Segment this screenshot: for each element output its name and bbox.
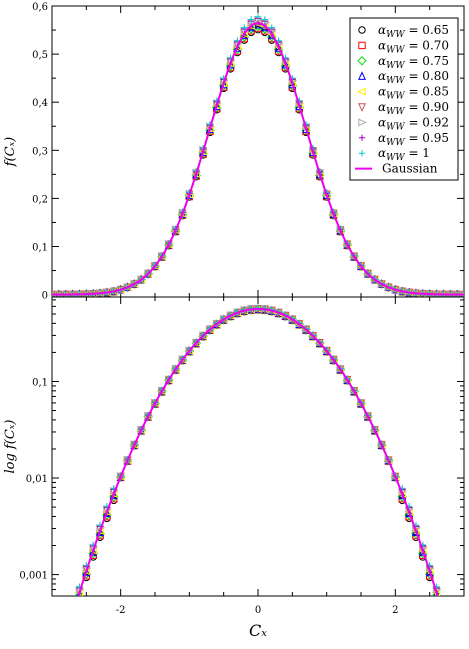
series-point [254, 13, 262, 20]
legend-label: αWW = 0.85 [378, 85, 449, 102]
top-y-tick-label: 0,4 [32, 98, 48, 109]
series-point [261, 16, 269, 23]
legend-label: αWW = 0.80 [378, 69, 449, 86]
series-point [81, 569, 92, 579]
legend-label: αWW = 1 [378, 146, 430, 163]
legend-marker [358, 71, 366, 80]
x-tick-label: 0 [255, 605, 261, 616]
series-point [418, 548, 428, 559]
series-point [254, 26, 262, 34]
top-y-axis-label: f(Cₓ) [3, 137, 18, 168]
series-point [268, 24, 275, 31]
series-point [247, 28, 255, 37]
legend-marker [358, 103, 366, 112]
legend-marker [358, 118, 367, 127]
legend-label: αWW = 0.95 [378, 131, 449, 148]
legend-label: αWW = 0.90 [378, 100, 449, 117]
series-point [261, 28, 269, 37]
gaussian-curve-top [52, 22, 464, 296]
series-point [239, 32, 249, 42]
legend-marker [358, 134, 366, 141]
legend-label: αWW = 0.65 [378, 23, 449, 40]
bottom-y-tick-label: 0,001 [19, 571, 48, 582]
series-point [218, 81, 229, 91]
legend-label: αWW = 0.75 [378, 54, 449, 71]
legend-label: αWW = 0.70 [378, 38, 449, 55]
top-y-tick-label: 0,6 [32, 2, 48, 13]
legend-marker [358, 41, 366, 50]
top-y-tick-label: 0,5 [32, 50, 48, 61]
series-point [411, 529, 421, 539]
legend-label: αWW = 0.92 [378, 115, 449, 132]
series-point [247, 16, 255, 23]
series-point [280, 61, 291, 71]
legend-gaussian-label: Gaussian [382, 162, 438, 176]
series-point [74, 590, 85, 596]
series-point [253, 21, 263, 32]
x-axis-label: Cₓ [249, 621, 267, 640]
series-point [287, 81, 298, 91]
series-point [267, 32, 277, 42]
bottom-panel: -2 0 2 0,001 0,01 0,1 [19, 296, 465, 616]
bottom-y-tick-label: 0,01 [26, 474, 48, 485]
top-panel: 0 0,1 0,2 0,3 0,4 0,5 0,6 [32, 2, 465, 302]
series-point [431, 590, 442, 596]
legend-marker [357, 87, 366, 96]
series-point [241, 24, 248, 31]
legend-marker [358, 150, 366, 157]
top-y-tick-label: 0,1 [32, 242, 48, 253]
top-y-tick-label: 0,3 [32, 146, 48, 157]
series-point [424, 569, 435, 579]
x-tick-label: 2 [392, 605, 398, 616]
series-point [397, 492, 407, 502]
series-point [95, 529, 105, 539]
x-tick-label: -2 [116, 605, 126, 616]
gaussian-curve-bottom [77, 307, 439, 596]
legend-marker [358, 26, 366, 34]
series-point [404, 510, 414, 520]
series-point [273, 44, 284, 55]
series-point [225, 61, 236, 71]
top-y-tick-label: 0 [42, 291, 48, 302]
bottom-y-axis-label: log f(Cₓ) [3, 420, 18, 474]
bottom-panel-frame [51, 296, 465, 597]
series-point [109, 492, 119, 502]
series-point [102, 510, 112, 520]
top-y-tick-label: 0,2 [32, 194, 48, 205]
series-point [88, 548, 98, 559]
bottom-y-tick-label: 0,1 [32, 377, 48, 388]
legend-box [349, 17, 459, 181]
series-point [232, 44, 243, 55]
legend-marker [357, 56, 367, 66]
